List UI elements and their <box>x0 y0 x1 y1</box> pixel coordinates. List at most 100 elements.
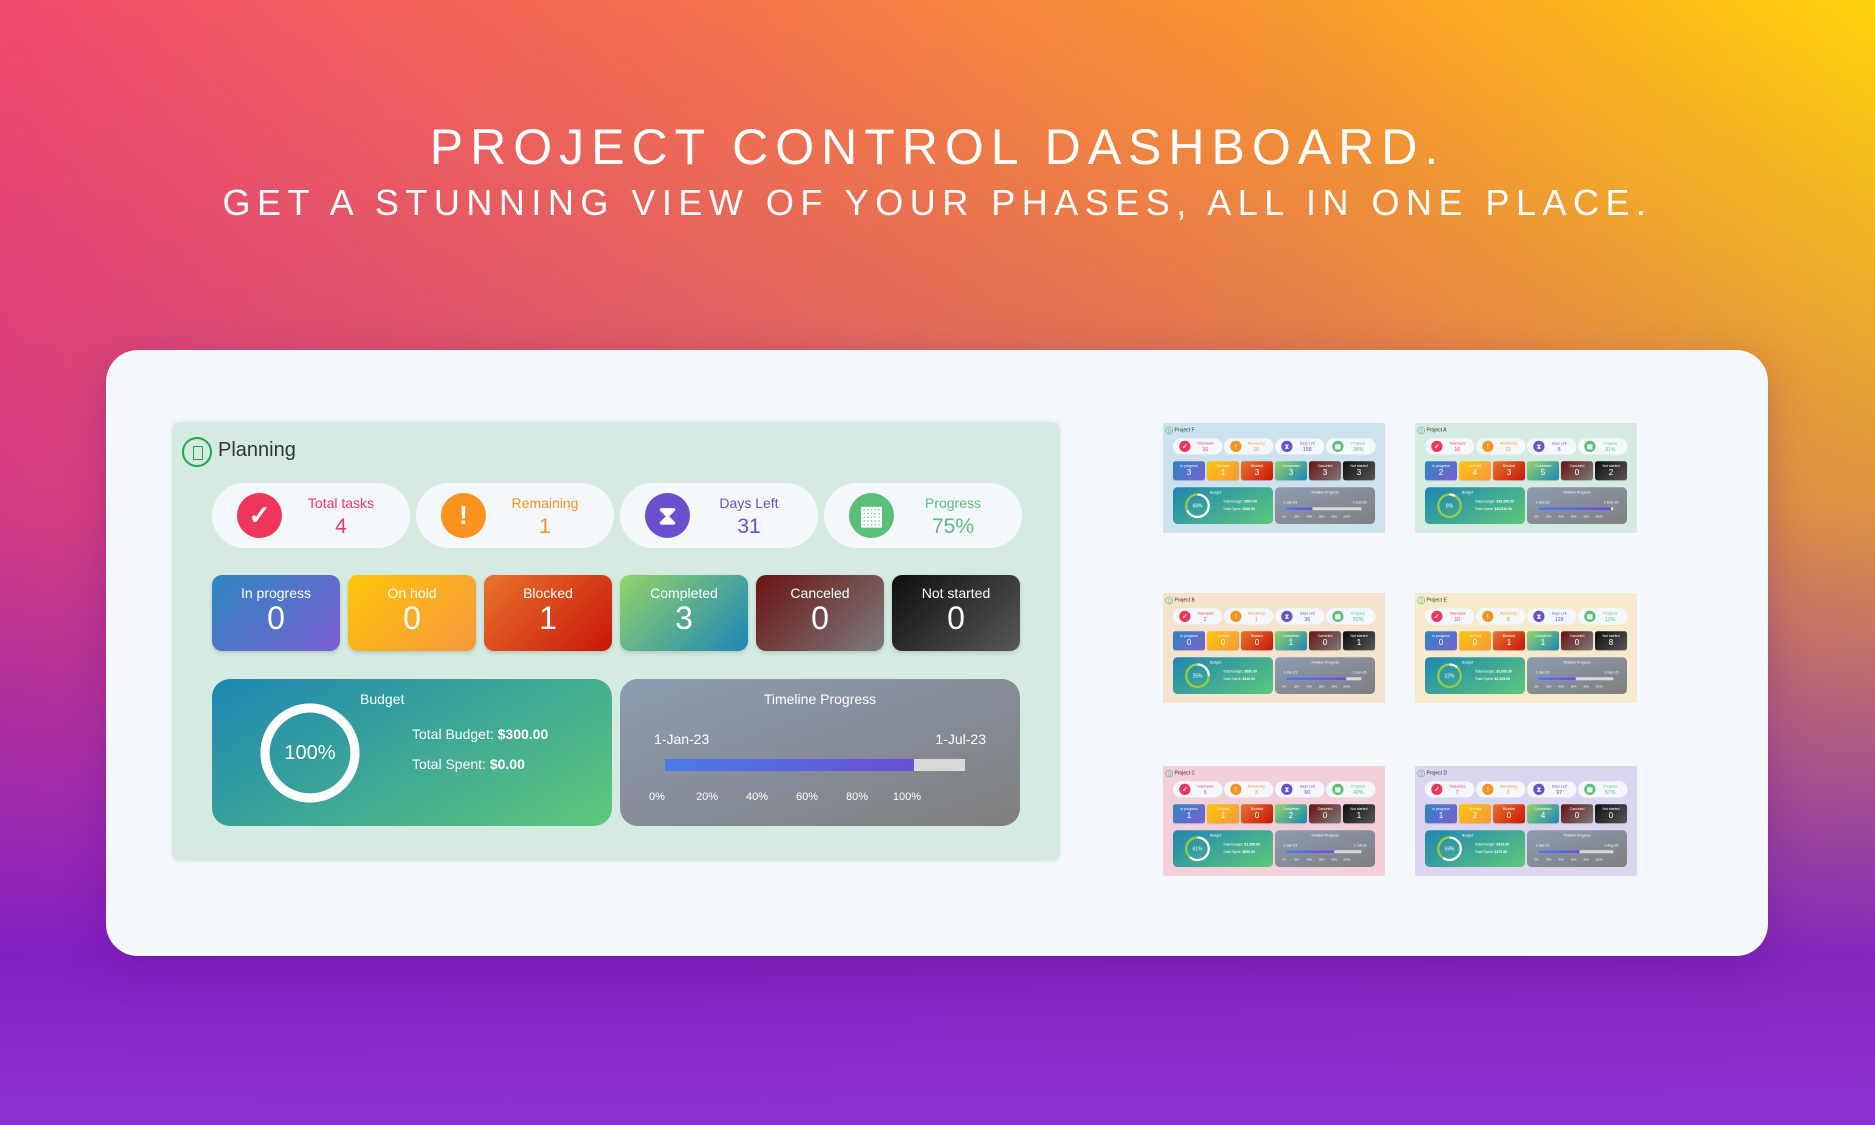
brick-wall-icon: ▦ <box>1584 610 1596 622</box>
status-not-started[interactable]: Not started 2 <box>1595 461 1627 481</box>
status-count: 3 <box>1356 467 1362 477</box>
status-label: Completed <box>1534 463 1552 468</box>
status-count: 0 <box>1574 810 1580 820</box>
status-count: 8 <box>1608 637 1614 647</box>
status-label: In progress <box>240 585 312 601</box>
stat-label: Total tasks <box>1196 611 1214 616</box>
project-panel[interactable]: Project D ✓ Total tasks 7! Remaining 3 ⧗ Days L… <box>1415 766 1637 876</box>
status-completed[interactable]: Completed 3 <box>620 575 748 651</box>
status-not-started[interactable]: Not started 0 <box>892 575 1020 651</box>
status-canceled[interactable]: Canceled 3 <box>1309 461 1341 481</box>
status-blocked[interactable]: Blocked 3 <box>1241 461 1273 481</box>
stat-label: Days Left <box>1551 611 1567 616</box>
status-canceled[interactable]: Canceled 0 <box>1561 804 1593 824</box>
total_spent-value: $0.00 <box>489 756 525 772</box>
budget-percent: 59% <box>1444 845 1455 852</box>
status-blocked[interactable]: Blocked 1 <box>484 575 612 651</box>
status-in-progress[interactable]: In progress 3 <box>1173 461 1205 481</box>
project-panel[interactable]: Project A ✓ Total tasks 16! Remaining 11 ⧗ Days… <box>1415 423 1637 533</box>
stat-label: Progress <box>1603 784 1618 789</box>
status-on-hold[interactable]: On hold 4 <box>1459 461 1491 481</box>
status-on-hold[interactable]: On hold 1 <box>1207 804 1239 824</box>
status-label: In progress <box>1432 806 1450 811</box>
status-completed[interactable]: Completed 3 <box>1275 461 1307 481</box>
total-spent-line: Total Spent: $170.00 <box>1475 850 1507 854</box>
status-label: On hold <box>1216 633 1230 638</box>
status-blocked[interactable]: Blocked 1 <box>1493 631 1525 651</box>
status-canceled[interactable]: Canceled 0 <box>1561 461 1593 481</box>
stat-value: 57% <box>1604 789 1616 795</box>
status-completed[interactable]: Completed 4 <box>1527 804 1559 824</box>
status-count: 2 <box>1472 810 1478 820</box>
status-blocked[interactable]: Blocked 0 <box>1241 804 1273 824</box>
timeline-tick: 0% <box>1282 858 1287 862</box>
status-in-progress[interactable]: In progress 1 <box>1173 804 1205 824</box>
status-count: 1 <box>1220 467 1226 477</box>
budget-card: Budget 25% Total Budget: $550.00 Total Spen… <box>1173 657 1273 694</box>
status-in-progress[interactable]: In progress 0 <box>1425 631 1457 651</box>
project-panel[interactable]: Project C ✓ Total tasks 5! Remaining 3 ⧗ Days L… <box>1163 766 1385 876</box>
project-thumbnail[interactable]: Project C ✓ Total tasks 5! Remaining 3 ⧗ Days L… <box>1163 766 1385 876</box>
status-completed[interactable]: Completed 2 <box>1275 804 1307 824</box>
timeline-progress-bar <box>1286 507 1362 511</box>
total-budget-line: Total Budget: $1,350.00 <box>1223 842 1260 846</box>
status-not-started[interactable]: Not started 8 <box>1595 631 1627 651</box>
stat-remaining: ! Remaining 9 <box>1476 608 1526 625</box>
project-panel[interactable]: Planning ✓ Total tasks 4! Remaining 1 ⧗ Days Le… <box>172 422 1060 861</box>
status-canceled[interactable]: Canceled 0 <box>1309 804 1341 824</box>
stat-value: 11 <box>1505 446 1511 452</box>
status-on-hold[interactable]: On hold 0 <box>1459 631 1491 651</box>
project-thumbnail[interactable]: Project D ✓ Total tasks 7! Remaining 3 ⧗ Days L… <box>1415 766 1637 876</box>
exclamation-icon: ! <box>1230 783 1242 795</box>
budget-percent: 25% <box>1192 672 1203 679</box>
status-blocked[interactable]: Blocked 3 <box>1493 461 1525 481</box>
project-title: Project A <box>1426 427 1447 433</box>
project-thumbnail[interactable]: Project B ✓ Total tasks 2! Remaining 1 ⧗ Days L… <box>1163 593 1385 703</box>
stat-label: Progress <box>1351 784 1366 789</box>
status-in-progress[interactable]: In progress 1 <box>1425 804 1457 824</box>
status-in-progress[interactable]: In progress 2 <box>1425 461 1457 481</box>
stat-value: 128 <box>1554 616 1564 622</box>
stat-value: 36 <box>1304 616 1311 622</box>
status-completed[interactable]: Completed 1 <box>1275 631 1307 651</box>
status-on-hold[interactable]: On hold 1 <box>1207 461 1239 481</box>
project-panel[interactable]: Project E ✓ Total tasks 10! Remaining 9 ⧗ Days … <box>1415 593 1637 703</box>
status-not-started[interactable]: Not started 1 <box>1343 804 1375 824</box>
stat-days-left: ⧗ Days Left 66 <box>1275 781 1325 798</box>
status-not-started[interactable]: Not started 0 <box>1595 804 1627 824</box>
status-completed[interactable]: Completed 5 <box>1527 461 1559 481</box>
status-blocked[interactable]: Blocked 0 <box>1493 804 1525 824</box>
status-count: 0 <box>1472 637 1478 647</box>
status-in-progress[interactable]: In progress 0 <box>1173 631 1205 651</box>
status-canceled[interactable]: Canceled 0 <box>1309 631 1341 651</box>
status-on-hold[interactable]: On hold 2 <box>1459 804 1491 824</box>
status-on-hold[interactable]: On hold 0 <box>1207 631 1239 651</box>
status-blocked[interactable]: Blocked 0 <box>1241 631 1273 651</box>
status-in-progress[interactable]: In progress 0 <box>212 575 340 651</box>
status-canceled[interactable]: Canceled 0 <box>756 575 884 651</box>
project-thumbnail[interactable]: Project E ✓ Total tasks 10! Remaining 9 ⧗ Days … <box>1415 593 1637 703</box>
stat-value: 97 <box>1556 789 1563 795</box>
status-not-started[interactable]: Not started 3 <box>1343 461 1375 481</box>
status-label: On hold <box>1216 806 1230 811</box>
status-completed[interactable]: Completed 1 <box>1527 631 1559 651</box>
hourglass-icon: ⧗ <box>1281 610 1293 622</box>
status-count: 1 <box>1288 637 1294 647</box>
project-panel[interactable]: Project F ✓ Total tasks 16! Remaining 10 ⧗ Days… <box>1163 423 1385 533</box>
budget-title: Budget <box>1462 490 1474 495</box>
status-on-hold[interactable]: On hold 0 <box>348 575 476 651</box>
status-not-started[interactable]: Not started 1 <box>1343 631 1375 651</box>
stat-label: Remaining <box>1499 441 1517 446</box>
status-count: 1 <box>1356 637 1362 647</box>
project-thumbnail[interactable]: Project A ✓ Total tasks 16! Remaining 11 ⧗ Days… <box>1415 423 1637 533</box>
timeline-end: 1-Oct-23 <box>1352 500 1367 505</box>
check-icon: ✓ <box>1179 440 1191 452</box>
status-canceled[interactable]: Canceled 0 <box>1561 631 1593 651</box>
timeline-progress-fill <box>1286 850 1335 854</box>
status-count: 0 <box>1254 810 1260 820</box>
project-thumbnail[interactable]: Project F ✓ Total tasks 16! Remaining 10 ⧗ Days… <box>1163 423 1385 533</box>
project-title: Project E <box>1426 597 1447 603</box>
budget-title: Budget <box>1210 660 1222 665</box>
stat-remaining: ! Remaining 1 <box>1224 608 1274 625</box>
project-panel[interactable]: Project B ✓ Total tasks 2! Remaining 1 ⧗ Days L… <box>1163 593 1385 703</box>
